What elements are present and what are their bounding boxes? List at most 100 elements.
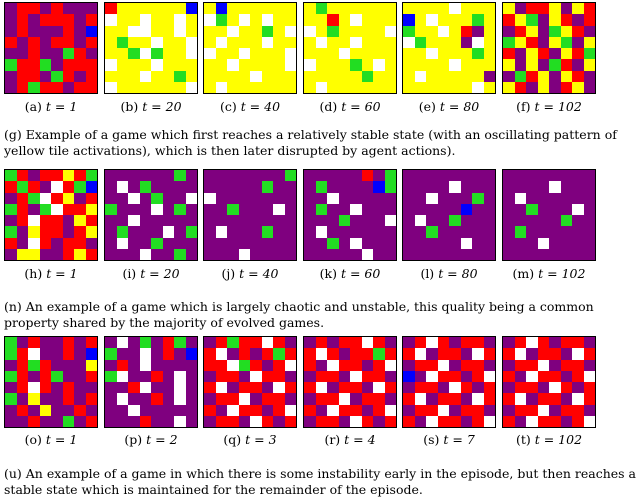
grid-tile (560, 382, 572, 394)
grid-tile (116, 226, 128, 238)
grid-tile (315, 215, 327, 227)
grid-tile (28, 36, 40, 48)
grid-tile (250, 181, 262, 193)
grid-tile (273, 393, 285, 405)
grid-tile (483, 393, 495, 405)
grid-tile (549, 237, 561, 249)
grid-tile (204, 36, 216, 48)
game-grid (4, 169, 98, 261)
grid-tile (315, 370, 327, 382)
grid-tile (261, 404, 273, 416)
grid-tile (116, 192, 128, 204)
grid-tile (583, 36, 595, 48)
grid-tile (105, 393, 117, 405)
grid-tile (449, 337, 461, 349)
grid-tile (151, 382, 163, 394)
grid-tile (426, 215, 438, 227)
subfigure-label: (d) t = 60 (302, 100, 398, 114)
grid-tile (250, 25, 262, 37)
grid-tile (373, 393, 385, 405)
grid-tile (483, 3, 495, 15)
grid-tile (537, 48, 549, 60)
grid-tile (526, 415, 538, 427)
grid-tile (62, 237, 74, 249)
game-grid (303, 169, 397, 261)
grid-tile (403, 393, 415, 405)
grid-tile (373, 382, 385, 394)
grid-tile (338, 59, 350, 71)
grid-tile (304, 181, 316, 193)
grid-tile (273, 382, 285, 394)
grid-tile (315, 359, 327, 371)
grid-tile (204, 370, 216, 382)
grid-tile (128, 81, 140, 93)
grid-tile (51, 248, 63, 260)
grid-tile (238, 370, 250, 382)
grid-tile (51, 192, 63, 204)
grid-tile (85, 404, 97, 416)
subfigure-time: t = 80 (439, 99, 480, 114)
grid-tile (327, 70, 339, 82)
grid-tile (460, 14, 472, 26)
grid-tile (384, 348, 396, 360)
grid-tile (373, 415, 385, 427)
caption-u: (u) An example of a game in which there … (4, 466, 637, 497)
grid-tile (5, 248, 17, 260)
grid-tile (250, 70, 262, 82)
grid-tile (139, 382, 151, 394)
grid-tile (16, 48, 28, 60)
grid-tile (414, 36, 426, 48)
grid-tile (185, 404, 197, 416)
grid-tile (39, 203, 51, 215)
grid-tile (483, 348, 495, 360)
grid-tile (5, 181, 17, 193)
grid-tile (414, 404, 426, 416)
grid-tile (85, 237, 97, 249)
grid-tile (384, 404, 396, 416)
grid-tile (361, 248, 373, 260)
grid-tile (128, 59, 140, 71)
subfigure-letter: (i) (122, 266, 137, 281)
grid-tile (185, 3, 197, 15)
grid-tile (128, 70, 140, 82)
grid-tile (151, 337, 163, 349)
grid-tile (5, 3, 17, 15)
grid-tile (350, 181, 362, 193)
grid-tile (373, 226, 385, 238)
grid-tile (139, 36, 151, 48)
grid-tile (116, 36, 128, 48)
grid-tile (403, 337, 415, 349)
subfigure-letter: (q) (223, 432, 242, 447)
grid-tile (250, 226, 262, 238)
grid-tile (139, 248, 151, 260)
grid-tile (361, 170, 373, 182)
grid-tile (16, 181, 28, 193)
subfigure-letter: (a) (24, 99, 42, 114)
grid-tile (315, 3, 327, 15)
grid-tile (426, 382, 438, 394)
grid-tile (361, 359, 373, 371)
grid-tile (384, 181, 396, 193)
grid-tile (315, 25, 327, 37)
grid-tile (414, 370, 426, 382)
grid-tile (250, 170, 262, 182)
grid-tile (384, 382, 396, 394)
grid-tile (204, 248, 216, 260)
grid-tile (350, 337, 362, 349)
grid-tile (327, 226, 339, 238)
grid-tile (414, 348, 426, 360)
grid-tile (361, 337, 373, 349)
grid-tile (28, 59, 40, 71)
grid-tile (483, 181, 495, 193)
subfigure-time: t = 20 (140, 266, 180, 281)
grid-tile (549, 170, 561, 182)
grid-tile (572, 337, 584, 349)
grid-tile (105, 203, 117, 215)
grid-tile (105, 337, 117, 349)
grid-tile (250, 382, 262, 394)
grid-tile (361, 393, 373, 405)
grid-tile (16, 393, 28, 405)
grid-tile (39, 370, 51, 382)
grid-tile (227, 415, 239, 427)
grid-tile (227, 382, 239, 394)
